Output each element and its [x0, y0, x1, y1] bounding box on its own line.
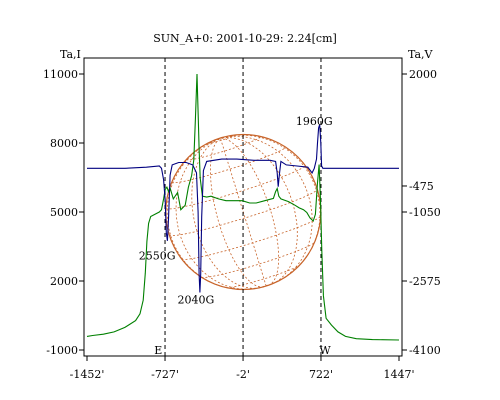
- meridian-line: [220, 137, 298, 285]
- right-tick-label: -2575: [409, 275, 441, 288]
- meridian-line: [220, 134, 321, 271]
- chart-title: SUN_A+0: 2001-10-29: 2.24[cm]: [153, 32, 337, 45]
- x-tick-label: 1447': [383, 368, 414, 381]
- left-tick-label: 11000: [43, 68, 78, 81]
- tick-layer: -1452' -727' -2' 722' 1447' 11000 8000 5000 2000…: [43, 68, 441, 381]
- polarization-series-line: [86, 73, 400, 341]
- right-tick-label: -4100: [409, 344, 441, 357]
- annotation-label: 2040G: [178, 293, 215, 306]
- x-tick-label: 722': [309, 368, 333, 381]
- meridian-line: [175, 137, 255, 290]
- x-tick-label: -1452': [70, 368, 105, 381]
- right-tick-label: -475: [409, 180, 434, 193]
- right-tick-label: -1050: [409, 206, 441, 219]
- series-layer: [86, 73, 400, 341]
- meridian-line: [191, 137, 260, 289]
- x-tick-label: -727': [151, 368, 179, 381]
- parallel-line: [207, 135, 234, 144]
- left-tick-label: 5000: [50, 206, 78, 219]
- right-axis-label: Ta,V: [408, 48, 434, 61]
- right-tick-label: 2000: [409, 68, 437, 81]
- left-tick-label: 8000: [50, 137, 78, 150]
- meridian-line: [220, 135, 313, 283]
- left-tick-label: 2000: [50, 275, 78, 288]
- parallel-line: [165, 165, 306, 210]
- parallel-line: [201, 242, 315, 278]
- left-tick-label: -1000: [46, 344, 78, 357]
- parallel-line: [181, 215, 322, 260]
- meridian-line: [220, 138, 267, 287]
- meridian-line: [220, 137, 280, 286]
- meridian-line: [166, 137, 234, 290]
- annotation-label: W: [319, 344, 331, 357]
- meridian-line: [210, 137, 265, 288]
- x-tick-label: -2': [236, 368, 250, 381]
- left-axis-label: Ta,I: [60, 48, 81, 61]
- parallel-line: [226, 264, 300, 289]
- annotation-label: 1960G: [296, 115, 333, 128]
- annotation-layer: 1960G 2550G 2040G E W: [139, 115, 333, 357]
- intensity-series-line: [87, 124, 399, 293]
- parallel-line: [168, 189, 318, 237]
- annotation-label: 2550G: [139, 250, 176, 263]
- parallel-line: [171, 147, 286, 184]
- parallel-line: [186, 136, 261, 161]
- annotation-label: E: [154, 344, 162, 357]
